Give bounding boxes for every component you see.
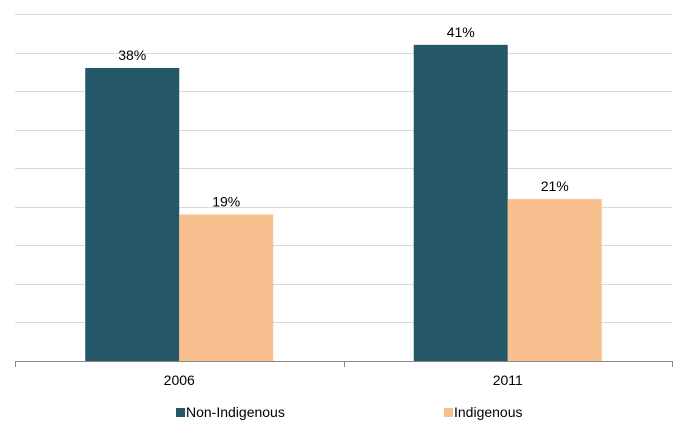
x-tick-label: 2011 — [493, 372, 523, 388]
bar-indigenous-2011 — [507, 199, 602, 361]
legend-item-non-indigenous: Non-Indigenous — [176, 404, 285, 420]
data-label: 21% — [541, 178, 569, 194]
legend-item-indigenous: Indigenous — [444, 404, 523, 420]
bar-chart: 38% 19% 2006 41% 21% 2011 — [15, 14, 673, 388]
legend-swatch-indigenous — [444, 407, 453, 417]
bar-non-indigenous-2011 — [413, 44, 508, 361]
data-label: 41% — [447, 24, 475, 40]
bar-indigenous-2006 — [179, 214, 274, 361]
legend: Non-Indigenous Indigenous — [0, 404, 678, 424]
data-label: 19% — [212, 193, 240, 209]
legend-label-non-indigenous: Non-Indigenous — [186, 404, 285, 420]
bar-non-indigenous-2006 — [85, 67, 180, 361]
data-label: 38% — [118, 47, 146, 63]
legend-swatch-non-indigenous — [176, 407, 185, 417]
x-tick-label: 2006 — [164, 372, 195, 388]
legend-label-indigenous: Indigenous — [454, 404, 523, 420]
